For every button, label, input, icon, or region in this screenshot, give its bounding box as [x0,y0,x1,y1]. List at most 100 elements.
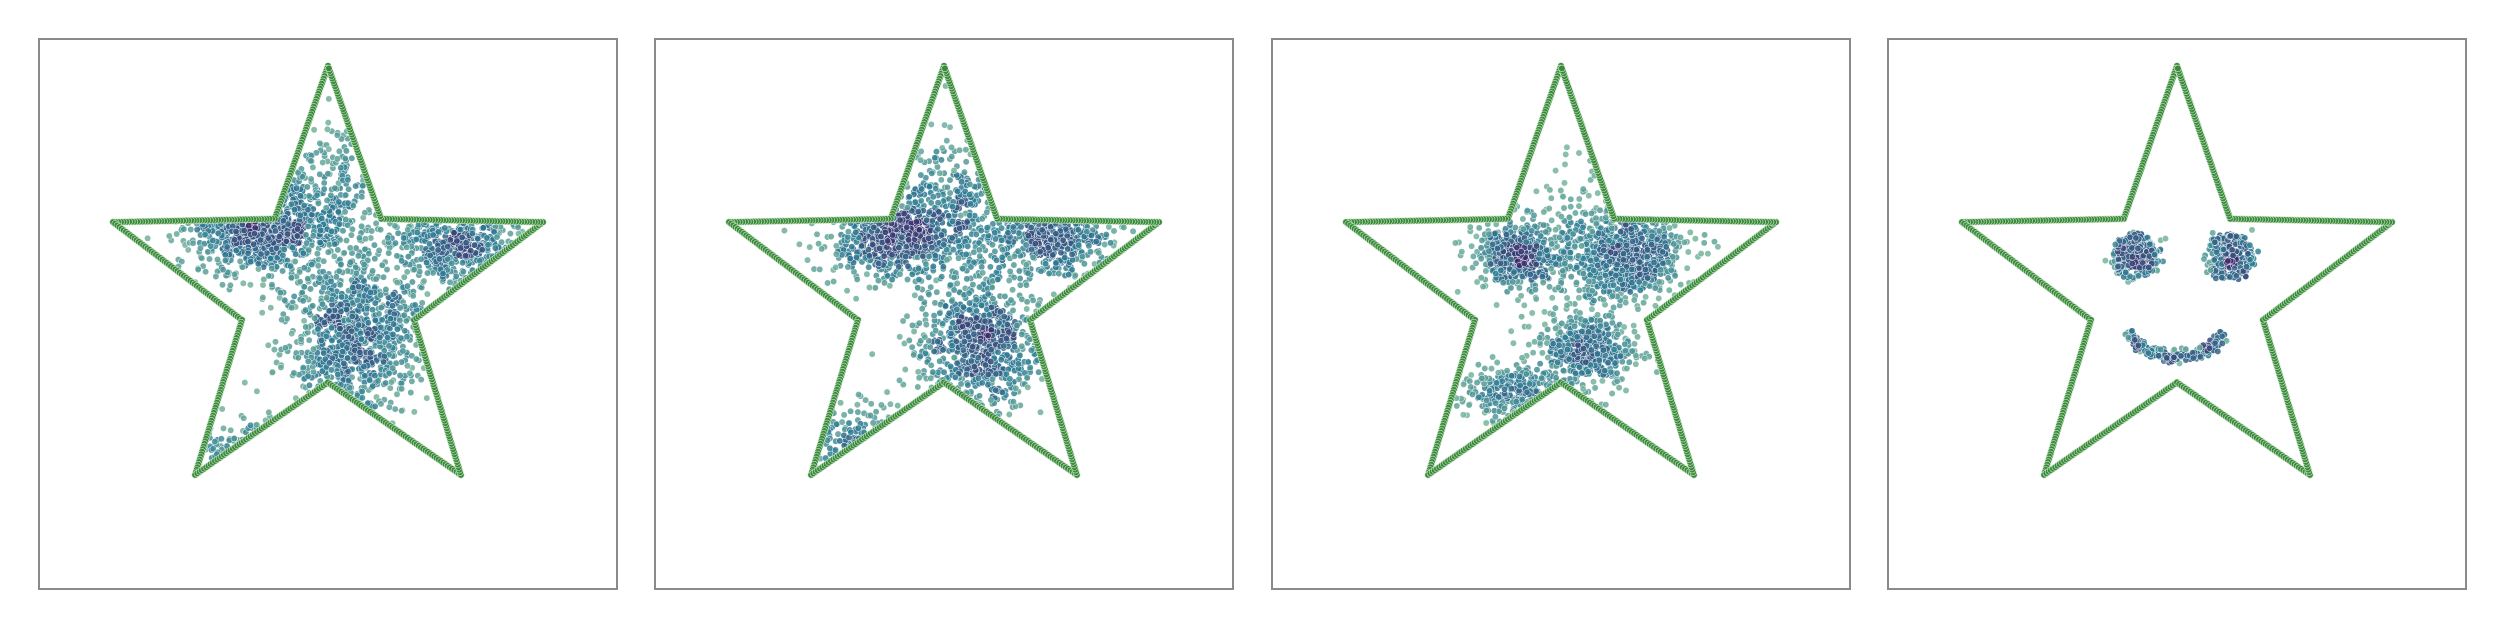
scatter-point [917,156,925,164]
scatter-point [894,402,902,410]
scatter-point [331,184,339,192]
scatter-point [1014,247,1022,255]
scatter-point [173,230,181,238]
scatter-point [357,335,365,343]
scatter-point [484,241,492,249]
scatter-point [386,384,394,392]
scatter-point [206,255,213,263]
scatter-point [322,273,330,281]
scatter-point [1005,328,1013,336]
scatter-point [320,257,328,265]
scatter-point [948,153,956,161]
scatter-point [311,314,319,322]
scatter-point [898,233,906,241]
scatter-point [279,267,287,275]
scatter-point [462,239,470,247]
scatter-point [1061,254,1069,262]
scatter-point [304,275,312,283]
scatter-point [318,336,325,344]
scatter-point [818,245,826,253]
scatter-point [253,387,261,395]
scatter-point [380,352,388,360]
scatter-point [240,227,248,235]
scatter-point [344,176,352,184]
scatter-point [239,263,246,271]
scatter-point [926,183,933,191]
scatter-point [304,357,312,365]
scatter-point [983,224,991,232]
scatter-point [1011,343,1019,351]
scatter-point [382,286,390,293]
scatter-point [290,369,298,377]
scatter-point [949,217,957,225]
scatter-point [1045,270,1053,277]
scatter-point [1023,305,1031,313]
scatter-point [426,240,433,248]
scatter-point [963,371,970,378]
scatter-point [1016,275,1024,282]
scatter-point [978,215,986,223]
scatter-point [231,236,239,244]
scatter-point [1031,240,1039,248]
scatter-point [264,341,272,349]
scatter-point [491,244,499,252]
scatter-point [341,155,349,162]
scatter-point [247,258,255,266]
scatter-point [279,251,287,259]
scatter-point [1009,306,1017,314]
scatter-point [976,283,983,291]
scatter-point [377,323,385,331]
scatter-point [316,274,324,282]
scatter-point [317,226,325,234]
scatter-point [241,379,249,387]
scatter-point [1029,296,1037,304]
scatter-point [385,249,393,257]
scatter-point [372,275,380,283]
scatter-point [1029,253,1037,261]
scatter-point [1037,408,1044,416]
scatter-point [867,412,874,419]
scatter-point [239,279,247,287]
scatter-point [323,125,331,133]
scatter-point [905,236,913,244]
scatter-point [1004,229,1012,237]
scatter-point [347,231,355,239]
scatter-point [931,154,939,162]
scatter-point [314,325,322,333]
scatter-point [931,252,939,260]
scatter-point [1003,321,1011,328]
scatter-point [444,255,452,263]
scatter-point [346,244,354,252]
scatter-point [950,286,958,294]
scatter-point [887,260,894,268]
scatter-point [288,304,296,312]
scatter-point [902,243,910,251]
scatter-point [268,265,276,272]
scatter-point [323,294,330,302]
scatter-point [925,208,933,216]
scatter-point [914,208,922,216]
scatter-point [877,401,885,409]
scatter-point [1038,226,1046,234]
scatter-point [914,383,922,391]
scatter-point [356,234,363,242]
scatter-point [318,214,326,222]
scatter-point [994,275,1002,283]
scatter-point [393,252,401,260]
scatter-point [345,377,352,385]
scatter-point [429,231,437,239]
scatter-point [412,355,420,363]
scatter-point [908,343,916,351]
scatter-point [973,314,980,322]
scatter-point [832,250,840,258]
scatter-point [371,372,379,380]
scatter-point [1022,261,1030,269]
scatter-point [846,255,854,263]
scatter-point [910,328,918,335]
scatter-point [389,330,397,338]
scatter-point [991,248,999,255]
scatter-point [382,379,390,387]
scatter-point [997,356,1005,364]
scatter-point [409,292,417,300]
scatter-point [223,243,231,251]
